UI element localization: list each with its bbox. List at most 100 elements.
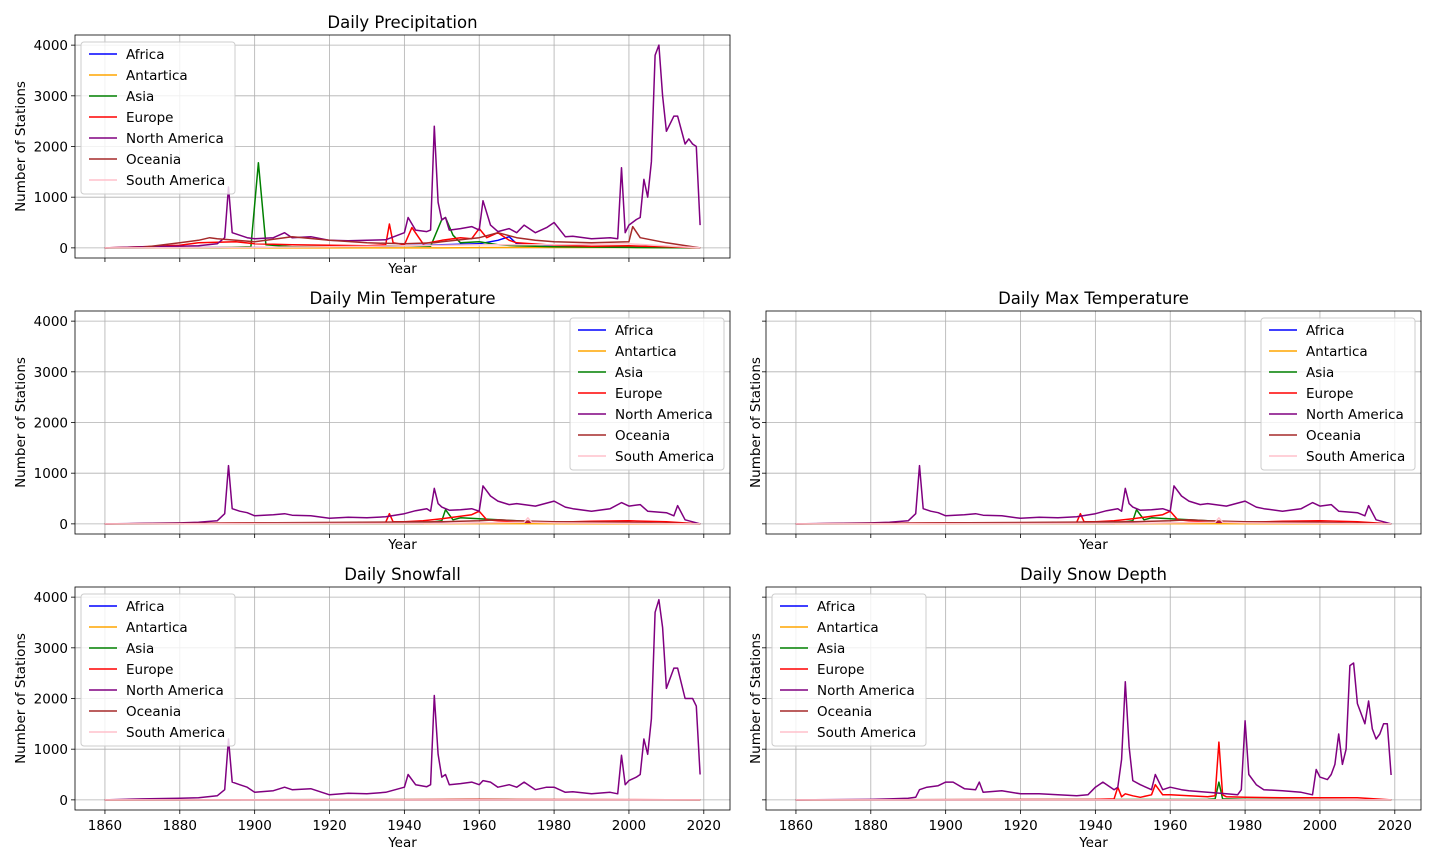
series-group bbox=[104, 464, 701, 525]
x-tick-label: 1940 bbox=[387, 818, 421, 834]
axes-frame bbox=[74, 586, 731, 811]
y-tick-label: 3000 bbox=[34, 89, 68, 105]
x-axis-label: Year bbox=[1078, 835, 1108, 851]
x-tick-label: 2000 bbox=[1303, 818, 1337, 834]
y-tick-label: 2000 bbox=[34, 140, 68, 156]
y-tick-label: 2000 bbox=[34, 416, 68, 432]
legend-label: South America bbox=[126, 725, 225, 741]
y-tick-label: 0 bbox=[59, 241, 68, 257]
x-tick-label: 2020 bbox=[687, 818, 721, 834]
x-tick-label: 1980 bbox=[1228, 818, 1262, 834]
legend-label: North America bbox=[126, 131, 224, 147]
series-line-south-america bbox=[104, 243, 701, 249]
x-tick-label: 1900 bbox=[928, 818, 962, 834]
x-tick-label: 1900 bbox=[237, 818, 271, 834]
x-tick-label: 1920 bbox=[312, 818, 346, 834]
chart-title: Daily Snow Depth bbox=[1020, 565, 1167, 584]
legend-label: Africa bbox=[1306, 323, 1345, 339]
legend-label: North America bbox=[1306, 407, 1404, 423]
x-axis-label: Year bbox=[387, 835, 417, 851]
series-line-south-america bbox=[104, 517, 701, 525]
x-tick-label: 1920 bbox=[1003, 818, 1037, 834]
x-axis-label: Year bbox=[387, 537, 417, 553]
legend-label: Asia bbox=[126, 89, 154, 105]
series-line-north-america bbox=[104, 44, 701, 249]
legend: Africa Antartica Asia Europe North America Oc… bbox=[80, 41, 236, 195]
chart-title: Daily Max Temperature bbox=[998, 289, 1189, 308]
legend-box bbox=[80, 41, 236, 195]
series-line-europe bbox=[104, 223, 701, 249]
y-axis-label: Number of Stations bbox=[13, 633, 29, 764]
y-tick-label: 4000 bbox=[34, 314, 68, 330]
series-line-north-america bbox=[104, 464, 701, 525]
legend-label: Asia bbox=[615, 365, 643, 381]
series-line-oceania bbox=[795, 519, 1392, 525]
y-tick-label: 1000 bbox=[34, 466, 68, 482]
series-line-oceania bbox=[104, 225, 701, 249]
axes-frame bbox=[765, 310, 1422, 535]
legend-label: Europe bbox=[615, 386, 662, 402]
series-line-north-america bbox=[104, 598, 701, 801]
legend-label: Antartica bbox=[1306, 344, 1368, 360]
chart-title: Daily Min Temperature bbox=[309, 289, 495, 308]
legend-label: Europe bbox=[126, 662, 173, 678]
legend: Africa Antartica Asia Europe North America Oc… bbox=[771, 593, 927, 747]
x-tick-label: 1940 bbox=[1078, 818, 1112, 834]
legend-label: South America bbox=[615, 449, 714, 465]
series-line-north-america bbox=[795, 464, 1392, 525]
legend: Africa Antartica Asia Europe North America Oc… bbox=[80, 593, 236, 747]
legend-label: Antartica bbox=[615, 344, 677, 360]
y-tick-label: 1000 bbox=[34, 742, 68, 758]
legend-label: Oceania bbox=[817, 704, 872, 720]
chart-title: Daily Snowfall bbox=[344, 565, 461, 584]
series-line-oceania bbox=[104, 519, 701, 525]
y-axis-label: Number of Stations bbox=[748, 633, 764, 764]
x-axis-label: Year bbox=[387, 261, 417, 277]
legend-label: Africa bbox=[126, 599, 165, 615]
legend-label: Oceania bbox=[1306, 428, 1361, 444]
legend-label: Antartica bbox=[126, 68, 188, 84]
x-tick-label: 2020 bbox=[1378, 818, 1412, 834]
axes-frame bbox=[74, 34, 731, 259]
y-tick-label: 2000 bbox=[34, 692, 68, 708]
y-tick-label: 1000 bbox=[34, 190, 68, 206]
chart-panel-4: Daily Snow Depth Year Number of Stations 18… bbox=[748, 565, 1422, 851]
chart-panel-0: Daily Precipitation Year Number of Station… bbox=[13, 13, 731, 277]
y-tick-label: 0 bbox=[59, 793, 68, 809]
series-line-south-america bbox=[795, 517, 1392, 525]
chart-panel-1: Daily Min Temperature Year Number of Stati… bbox=[13, 289, 731, 553]
legend-label: Europe bbox=[126, 110, 173, 126]
legend-label: North America bbox=[126, 683, 224, 699]
legend-label: South America bbox=[126, 173, 225, 189]
x-axis-label: Year bbox=[1078, 537, 1108, 553]
x-tick-label: 2000 bbox=[612, 818, 646, 834]
legend-label: Oceania bbox=[126, 704, 181, 720]
chart-panel-3: Daily Snowfall Year Number of Stations 0 100… bbox=[13, 565, 731, 851]
legend-label: Antartica bbox=[126, 620, 188, 636]
legend-label: Europe bbox=[817, 662, 864, 678]
x-tick-label: 1960 bbox=[462, 818, 496, 834]
x-tick-label: 1960 bbox=[1153, 818, 1187, 834]
legend-label: Europe bbox=[1306, 386, 1353, 402]
legend-label: Asia bbox=[126, 641, 154, 657]
legend-label: South America bbox=[817, 725, 916, 741]
chart-title: Daily Precipitation bbox=[327, 13, 477, 32]
legend-label: Antartica bbox=[817, 620, 879, 636]
x-tick-label: 1860 bbox=[88, 818, 122, 834]
x-tick-label: 1860 bbox=[779, 818, 813, 834]
legend-label: Oceania bbox=[126, 152, 181, 168]
y-axis-label: Number of Stations bbox=[13, 357, 29, 488]
legend-label: Asia bbox=[1306, 365, 1334, 381]
y-tick-label: 4000 bbox=[34, 590, 68, 606]
series-line-north-america bbox=[795, 662, 1392, 801]
x-tick-label: 1880 bbox=[163, 818, 197, 834]
series-group bbox=[795, 464, 1392, 525]
series-line-europe bbox=[795, 741, 1392, 801]
y-axis-label: Number of Stations bbox=[748, 357, 764, 488]
chart-panel-2: Daily Max Temperature Year Number of Stati… bbox=[748, 289, 1422, 553]
legend-box bbox=[569, 317, 725, 471]
y-tick-label: 3000 bbox=[34, 365, 68, 381]
legend: Africa Antartica Asia Europe North America Oc… bbox=[569, 317, 725, 471]
legend-label: Oceania bbox=[615, 428, 670, 444]
